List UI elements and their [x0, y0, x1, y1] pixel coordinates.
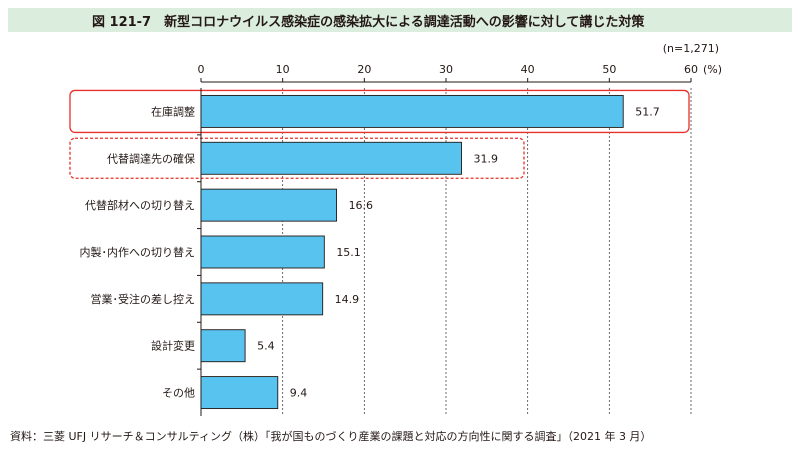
category-label: 代替調達先の確保	[107, 151, 195, 165]
category-label: その他	[162, 387, 195, 400]
x-tick-label: 30	[439, 63, 453, 76]
value-label: 16.6	[349, 199, 374, 212]
x-tick-label: 40	[521, 63, 535, 76]
highlight-box	[69, 89, 690, 134]
value-label: 14.9	[335, 293, 360, 306]
x-tick-label: 60	[684, 63, 698, 76]
category-label: 営業･受注の差し控え	[91, 292, 196, 306]
chart-title: 図 121-7 新型コロナウイルス感染症の感染拡大による調達活動への影響に対して…	[92, 14, 645, 30]
category-label: 代替部材への切り替え	[85, 198, 195, 212]
value-label: 15.1	[336, 246, 361, 259]
bar	[200, 141, 462, 175]
x-tick-label: 50	[602, 63, 616, 76]
bar	[200, 282, 324, 316]
value-label: 9.4	[290, 387, 308, 400]
source-note: 資料：三菱 UFJ リサーチ＆コンサルティング（株）「我が国ものづくり産業の課題…	[10, 430, 652, 443]
x-tick-label: 0	[198, 63, 205, 76]
value-label: 51.7	[635, 105, 660, 118]
bar	[200, 94, 624, 128]
bar	[200, 329, 246, 363]
bar	[200, 188, 338, 222]
category-label: 内製･内作への切り替え	[80, 245, 196, 259]
category-label: 在庫調整	[151, 104, 195, 118]
x-tick-label: 20	[357, 63, 371, 76]
title-bar: 図 121-7 新型コロナウイルス感染症の感染拡大による調達活動への影響に対して…	[8, 8, 792, 32]
bar	[200, 235, 325, 269]
value-label: 5.4	[257, 340, 275, 353]
bar	[200, 376, 279, 410]
value-label: 31.9	[474, 152, 499, 165]
highlight-box	[69, 137, 525, 179]
sample-size-note: (n=1,271)	[663, 42, 719, 55]
x-unit-label: (%)	[703, 63, 722, 76]
category-label: 設計変更	[151, 339, 195, 353]
x-tick-label: 10	[276, 63, 290, 76]
